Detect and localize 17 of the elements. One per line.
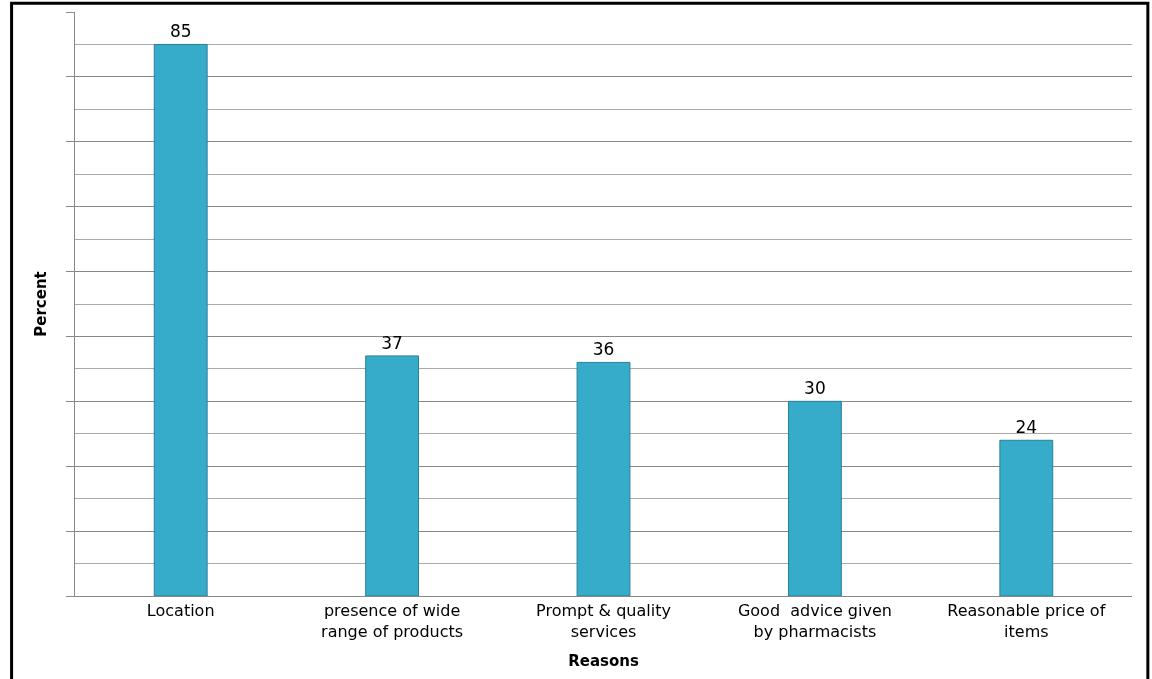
data-label: 24 — [1015, 417, 1038, 438]
bar — [365, 355, 420, 596]
data-label: 30 — [804, 378, 826, 399]
data-label: 85 — [169, 21, 192, 42]
y-axis-title: Percent — [32, 271, 51, 337]
bar — [153, 43, 208, 596]
x-axis-title: Reasons — [568, 652, 639, 670]
bar — [999, 439, 1054, 596]
x-tick-label: Good advice given by pharmacists — [737, 601, 892, 641]
data-label: 37 — [381, 332, 403, 353]
x-tick-label: presence of wide range of products — [321, 601, 464, 641]
bar — [576, 361, 631, 596]
x-tick-label: Location — [146, 601, 215, 621]
data-label: 36 — [592, 339, 615, 360]
x-tick-label: Prompt & quality services — [536, 601, 671, 641]
bar — [787, 400, 842, 596]
x-tick-label: Reasonable price of items — [947, 601, 1106, 641]
